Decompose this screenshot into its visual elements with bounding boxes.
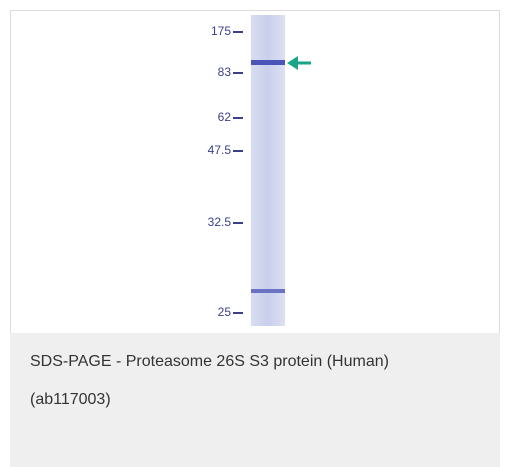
- caption-title: SDS-PAGE - Proteasome 26S S3 protein (Hu…: [30, 343, 500, 381]
- markers: 175 83 62 47.5 32.5 25: [208, 24, 243, 319]
- figure-card: 175 83 62 47.5 32.5 25 SDS-PAGE - Protea…: [0, 0, 511, 467]
- figure-image: 175 83 62 47.5 32.5 25: [10, 10, 500, 333]
- marker-label: 47.5: [208, 143, 232, 157]
- arrow: [287, 56, 311, 70]
- gel-image: 175 83 62 47.5 32.5 25: [11, 11, 499, 334]
- band: [251, 60, 285, 65]
- marker-label: 62: [218, 110, 232, 124]
- caption: SDS-PAGE - Proteasome 26S S3 protein (Hu…: [10, 333, 500, 467]
- marker-label: 175: [211, 24, 231, 38]
- marker-label: 25: [218, 305, 232, 319]
- marker-label: 83: [218, 65, 232, 79]
- marker-label: 32.5: [208, 215, 232, 229]
- band: [251, 289, 285, 293]
- caption-id: (ab117003): [30, 381, 500, 419]
